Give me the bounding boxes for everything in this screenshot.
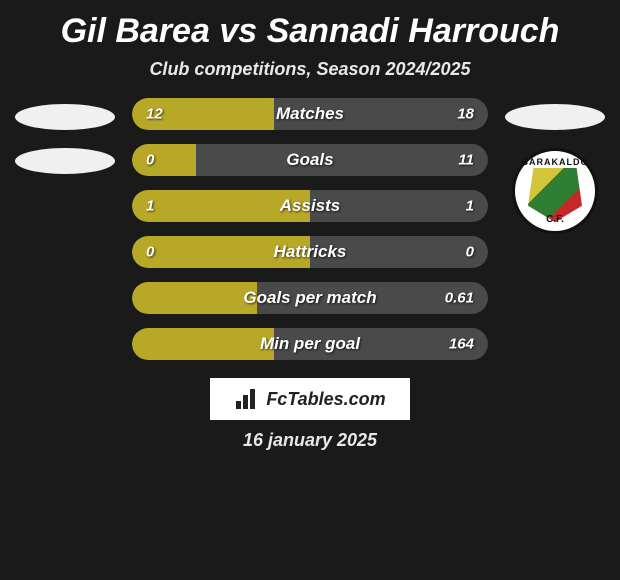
chart-icon	[234, 389, 260, 409]
stats-column: 12Matches180Goals111Assists10Hattricks0G…	[132, 98, 488, 360]
left-badge-column	[10, 98, 120, 174]
stat-value-left: 0	[146, 244, 154, 261]
brand-box: FcTables.com	[210, 378, 410, 420]
club-suffix: C.F.	[546, 214, 564, 225]
left-player-placeholder-2	[15, 148, 115, 174]
stat-value-right: 18	[457, 106, 474, 123]
stat-label: Assists	[280, 196, 340, 216]
stat-label: Goals	[286, 150, 333, 170]
stat-bar: Goals per match 0.61	[132, 282, 488, 314]
stat-label: Hattricks	[274, 242, 347, 262]
right-player-placeholder	[505, 104, 605, 130]
left-player-placeholder-1	[15, 104, 115, 130]
brand-text: FcTables.com	[266, 389, 385, 410]
stat-bar: 0 Goals 11	[132, 144, 488, 176]
stat-bar: Min per goal 164	[132, 328, 488, 360]
stat-fill-right	[196, 144, 488, 176]
stat-bar: 12 Matches 18	[132, 98, 488, 130]
right-badge-column: BARAKALDO C.F.	[500, 98, 610, 234]
page-title: Gil Barea vs Sannadi Harrouch	[0, 0, 620, 59]
right-club-badge: BARAKALDO C.F.	[505, 148, 605, 234]
stat-value-right: 1	[466, 198, 474, 215]
stat-label: Goals per match	[243, 288, 376, 308]
main-row: 12Matches180Goals111Assists10Hattricks0G…	[0, 98, 620, 360]
stat-label: Matches	[276, 104, 344, 124]
date: 16 january 2025	[0, 430, 620, 451]
stat-value-right: 11	[458, 152, 474, 169]
stat-label: Min per goal	[260, 334, 360, 354]
stat-value-left: 12	[146, 106, 163, 123]
subtitle: Club competitions, Season 2024/2025	[0, 59, 620, 80]
club-name: BARAKALDO	[522, 157, 589, 167]
stat-value-left: 1	[146, 198, 154, 215]
stat-fill-left	[132, 144, 196, 176]
club-badge-circle: BARAKALDO C.F.	[512, 148, 598, 234]
stat-value-right: 164	[449, 336, 474, 353]
stat-fill-left	[132, 282, 257, 314]
stat-value-right: 0.61	[445, 290, 474, 307]
stat-bar: 0 Hattricks 0	[132, 236, 488, 268]
stat-value-right: 0	[466, 244, 474, 261]
comparison-infographic: Gil Barea vs Sannadi Harrouch Club compe…	[0, 0, 620, 451]
stat-value-left: 0	[146, 152, 154, 169]
stat-bar: 1 Assists 1	[132, 190, 488, 222]
stat-fill-left	[132, 328, 274, 360]
